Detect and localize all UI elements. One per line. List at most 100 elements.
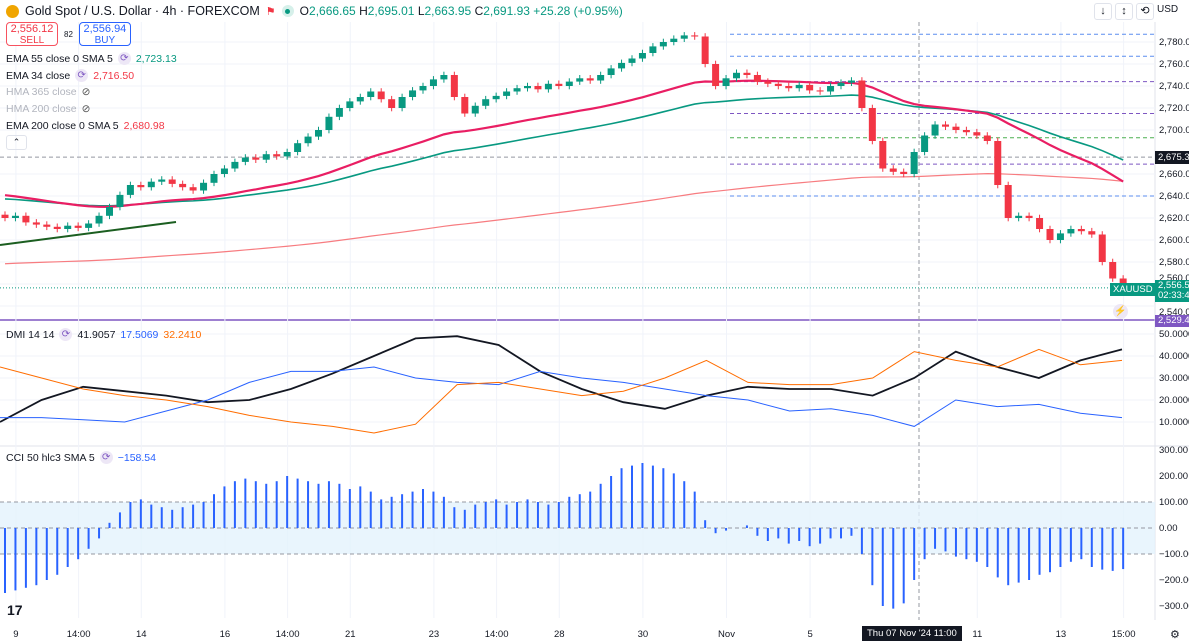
cci-axis-label: −300.00 xyxy=(1159,601,1189,612)
candle-body xyxy=(743,72,751,75)
dmi-legend[interactable]: DMI 14 14 ⟳ 41.9057 17.5069 32.2410 xyxy=(6,328,201,341)
candle-body xyxy=(74,225,82,228)
time-axis-label: 28 xyxy=(554,629,565,640)
candle-body xyxy=(659,42,667,47)
candle-body xyxy=(931,124,939,136)
sell-price: 2,556.12 xyxy=(10,23,54,35)
indicator-hma200[interactable]: HMA 200 close ⊘ xyxy=(6,103,90,115)
candle-body xyxy=(764,81,772,84)
price-axis-label: 2,620.00 xyxy=(1159,213,1189,224)
cci-legend[interactable]: CCI 50 hlc3 SMA 5 ⟳ −158.54 xyxy=(6,451,156,464)
symbol-title[interactable]: Gold Spot / U.S. Dollar · 4h · FOREXCOM xyxy=(25,4,260,18)
time-axis-label: 5 xyxy=(807,629,812,640)
sell-button[interactable]: 2,556.12 SELL xyxy=(6,22,58,46)
tradingview-logo[interactable]: 17 xyxy=(7,602,23,618)
candle-body xyxy=(252,157,260,160)
indicator-ema34[interactable]: EMA 34 close ⟳ 2,716.50 xyxy=(6,69,134,82)
candle-body xyxy=(189,187,197,191)
cci-axis-label: 0.00 xyxy=(1159,523,1178,534)
cci-axis-label: 300.00 xyxy=(1159,445,1188,456)
indicator-ema55[interactable]: EMA 55 close 0 SMA 5 ⟳ 2,723.13 xyxy=(6,52,177,65)
chart-header: Gold Spot / U.S. Dollar · 4h · FOREXCOM … xyxy=(6,4,623,18)
alert-icon[interactable]: ⚡ xyxy=(1113,304,1128,319)
candle-body xyxy=(795,84,803,89)
settings-cycle-icon[interactable]: ⟳ xyxy=(59,328,73,341)
indicator-hma365[interactable]: HMA 365 close ⊘ xyxy=(6,86,90,98)
candle-body xyxy=(1119,278,1127,288)
settings-gear-icon[interactable]: ⚙ xyxy=(1170,629,1180,641)
candle-body xyxy=(774,83,782,86)
candle-body xyxy=(973,132,981,136)
candle-body xyxy=(1015,215,1023,218)
candle-body xyxy=(576,78,584,82)
reset-button[interactable]: ⟲ xyxy=(1136,3,1154,20)
candle-body xyxy=(419,86,427,91)
candle-body xyxy=(220,168,228,174)
candle-body xyxy=(691,35,699,37)
candle-body xyxy=(837,82,845,86)
candle-body xyxy=(565,81,573,86)
time-axis-label: 21 xyxy=(345,629,356,640)
candle-body xyxy=(440,75,448,80)
candle-body xyxy=(503,91,511,96)
time-axis-label: 14:00 xyxy=(485,629,509,640)
candle-body xyxy=(168,179,176,184)
eye-hidden-icon[interactable]: ⊘ xyxy=(81,86,91,98)
settings-cycle-icon[interactable]: ⟳ xyxy=(99,451,113,464)
sell-label: SELL xyxy=(19,35,45,46)
candle-body xyxy=(32,222,40,225)
time-axis-label: 16 xyxy=(220,629,231,640)
candle-body xyxy=(910,152,918,174)
candle-body xyxy=(994,141,1002,185)
candle-body xyxy=(1004,185,1012,218)
cci-axis-label: 200.00 xyxy=(1159,471,1188,482)
candle-body xyxy=(680,35,688,39)
candle-body xyxy=(921,135,929,152)
di-minus-value: 32.2410 xyxy=(163,328,202,341)
time-axis-label: 9 xyxy=(13,629,18,640)
time-axis-label: Nov xyxy=(718,629,735,640)
candle-body xyxy=(356,97,364,102)
ohlc-values: O2,666.65 H2,695.01 L2,663.95 C2,691.93 … xyxy=(300,4,623,18)
last-price-tag: 2,556.5 02:33:4 xyxy=(1155,280,1189,302)
settings-cycle-icon[interactable]: ⟳ xyxy=(117,52,131,65)
candle-body xyxy=(231,161,239,169)
flag-icon[interactable]: ⚑ xyxy=(265,5,276,18)
candle-body xyxy=(325,116,333,130)
high-value: 2,695.01 xyxy=(367,4,415,18)
market-open-icon xyxy=(281,5,294,17)
candle-body xyxy=(200,182,208,191)
candle-body xyxy=(555,83,563,86)
candle-body xyxy=(962,130,970,133)
candle-body xyxy=(137,185,145,188)
candle-body xyxy=(22,215,30,223)
collapse-button[interactable]: ↕ xyxy=(1115,3,1133,20)
candle-body xyxy=(315,130,322,137)
candle-body xyxy=(1036,218,1044,229)
candle-body xyxy=(701,36,709,64)
indicator-ema200[interactable]: EMA 200 close 0 SMA 5 2,680.98 xyxy=(6,120,165,132)
candle-body xyxy=(11,215,19,218)
adx-value: 41.9057 xyxy=(77,328,116,341)
candle-body xyxy=(283,152,291,157)
candle-body xyxy=(43,224,51,227)
scroll-down-button[interactable]: ↓ xyxy=(1094,3,1112,20)
ema55-line xyxy=(4,94,1124,207)
high-label: H xyxy=(359,4,368,18)
candle-body xyxy=(586,78,594,81)
cci-value: −158.54 xyxy=(117,451,156,464)
currency-select[interactable]: USD xyxy=(1157,4,1179,15)
candle-body xyxy=(847,80,855,83)
price-axis-label: 2,760.00 xyxy=(1159,59,1189,70)
settings-cycle-icon[interactable]: ⟳ xyxy=(75,69,89,82)
trade-panel: 2,556.12 SELL 82 2,556.94 BUY xyxy=(6,22,131,46)
buy-button[interactable]: 2,556.94 BUY xyxy=(78,22,131,46)
eye-hidden-icon[interactable]: ⊘ xyxy=(81,103,91,115)
candle-body xyxy=(1098,234,1106,262)
collapse-indicators-button[interactable]: ⌃ xyxy=(6,135,27,150)
candle-body xyxy=(95,215,103,224)
indicator-label: HMA 365 close xyxy=(6,86,77,98)
candle-body xyxy=(482,99,490,106)
candle-body xyxy=(524,86,531,89)
